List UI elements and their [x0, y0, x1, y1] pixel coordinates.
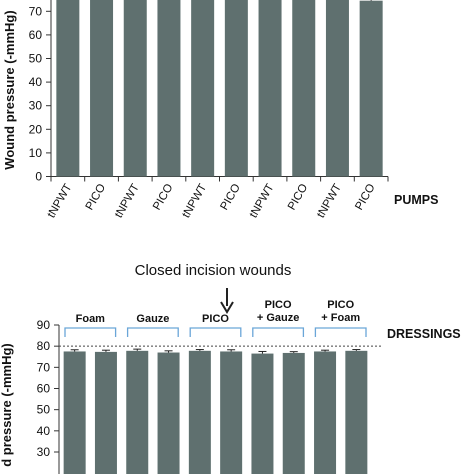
bar — [314, 351, 337, 474]
y-tick-label: 10 — [29, 146, 43, 160]
group-label: PICO — [327, 299, 354, 311]
bar — [157, 352, 180, 474]
bar — [123, 0, 147, 177]
arrow-head — [220, 301, 234, 314]
group-bracket — [126, 327, 179, 337]
bar — [157, 0, 181, 177]
group-label: + Gauze — [257, 312, 300, 324]
bar — [63, 351, 86, 474]
bar — [345, 350, 368, 474]
y-tick-label: 50 — [29, 52, 43, 66]
y-tick-label: 40 — [37, 424, 51, 438]
group-label: Gauze — [136, 313, 169, 325]
x-tick-label: PICO — [151, 182, 175, 212]
y-tick-label: 50 — [37, 403, 51, 417]
group-label: + Foam — [321, 312, 360, 324]
bar — [258, 0, 282, 177]
x-tick-label: PICO — [286, 182, 310, 212]
bar — [224, 0, 248, 177]
x-tick-label: tNPWT — [180, 182, 209, 220]
bar — [359, 0, 383, 177]
x-tick-label: tNPWT — [46, 182, 75, 220]
y-tick-label: 70 — [37, 360, 51, 374]
row-label-dressings: DRESSINGS — [387, 327, 461, 341]
y-tick-label: 40 — [29, 75, 43, 89]
chart-title: Closed incision wounds — [135, 262, 292, 279]
x-tick-label: PICO — [84, 182, 108, 212]
y-tick-label: 60 — [37, 382, 51, 396]
y-axis-title: Wound pressure (-mmHg) — [2, 10, 17, 169]
x-tick-label: tNPWT — [113, 182, 142, 220]
x-tick-label: tNPWT — [315, 182, 344, 220]
bar — [94, 351, 117, 474]
bar — [56, 0, 80, 177]
group-bracket — [189, 327, 242, 337]
bar — [90, 0, 114, 177]
bar — [282, 352, 305, 474]
group-bracket — [314, 327, 367, 337]
y-tick-label: 20 — [29, 122, 43, 136]
group-label: Foam — [76, 313, 106, 325]
y-tick-label: 30 — [37, 445, 51, 459]
bar — [191, 0, 215, 177]
group-bracket — [252, 327, 305, 337]
bar — [126, 350, 149, 474]
bar — [188, 350, 211, 474]
y-axis-title: d pressure (-mmHg) — [0, 343, 14, 467]
x-tick-label: PICO — [218, 182, 242, 212]
group-label: PICO — [202, 313, 229, 325]
group-label: PICO — [265, 299, 292, 311]
dressings-chart: Closed incision wounds 30 40 50 60 70 80 90 Foam… — [0, 262, 461, 474]
row-label-pumps: PUMPS — [394, 193, 438, 207]
y-tick-label: 80 — [37, 339, 51, 353]
x-tick-label: PICO — [353, 182, 377, 212]
bar — [325, 0, 349, 177]
bar — [220, 351, 243, 474]
x-tick-label: tNPWT — [248, 182, 277, 220]
y-tick-label: 70 — [29, 4, 43, 18]
y-tick-label: 60 — [29, 28, 43, 42]
group-bracket — [64, 327, 117, 337]
bar — [292, 0, 316, 177]
y-tick-label: 0 — [35, 170, 42, 184]
bar — [251, 353, 274, 474]
y-tick-label: 90 — [37, 318, 51, 332]
y-tick-label: 30 — [29, 99, 43, 113]
